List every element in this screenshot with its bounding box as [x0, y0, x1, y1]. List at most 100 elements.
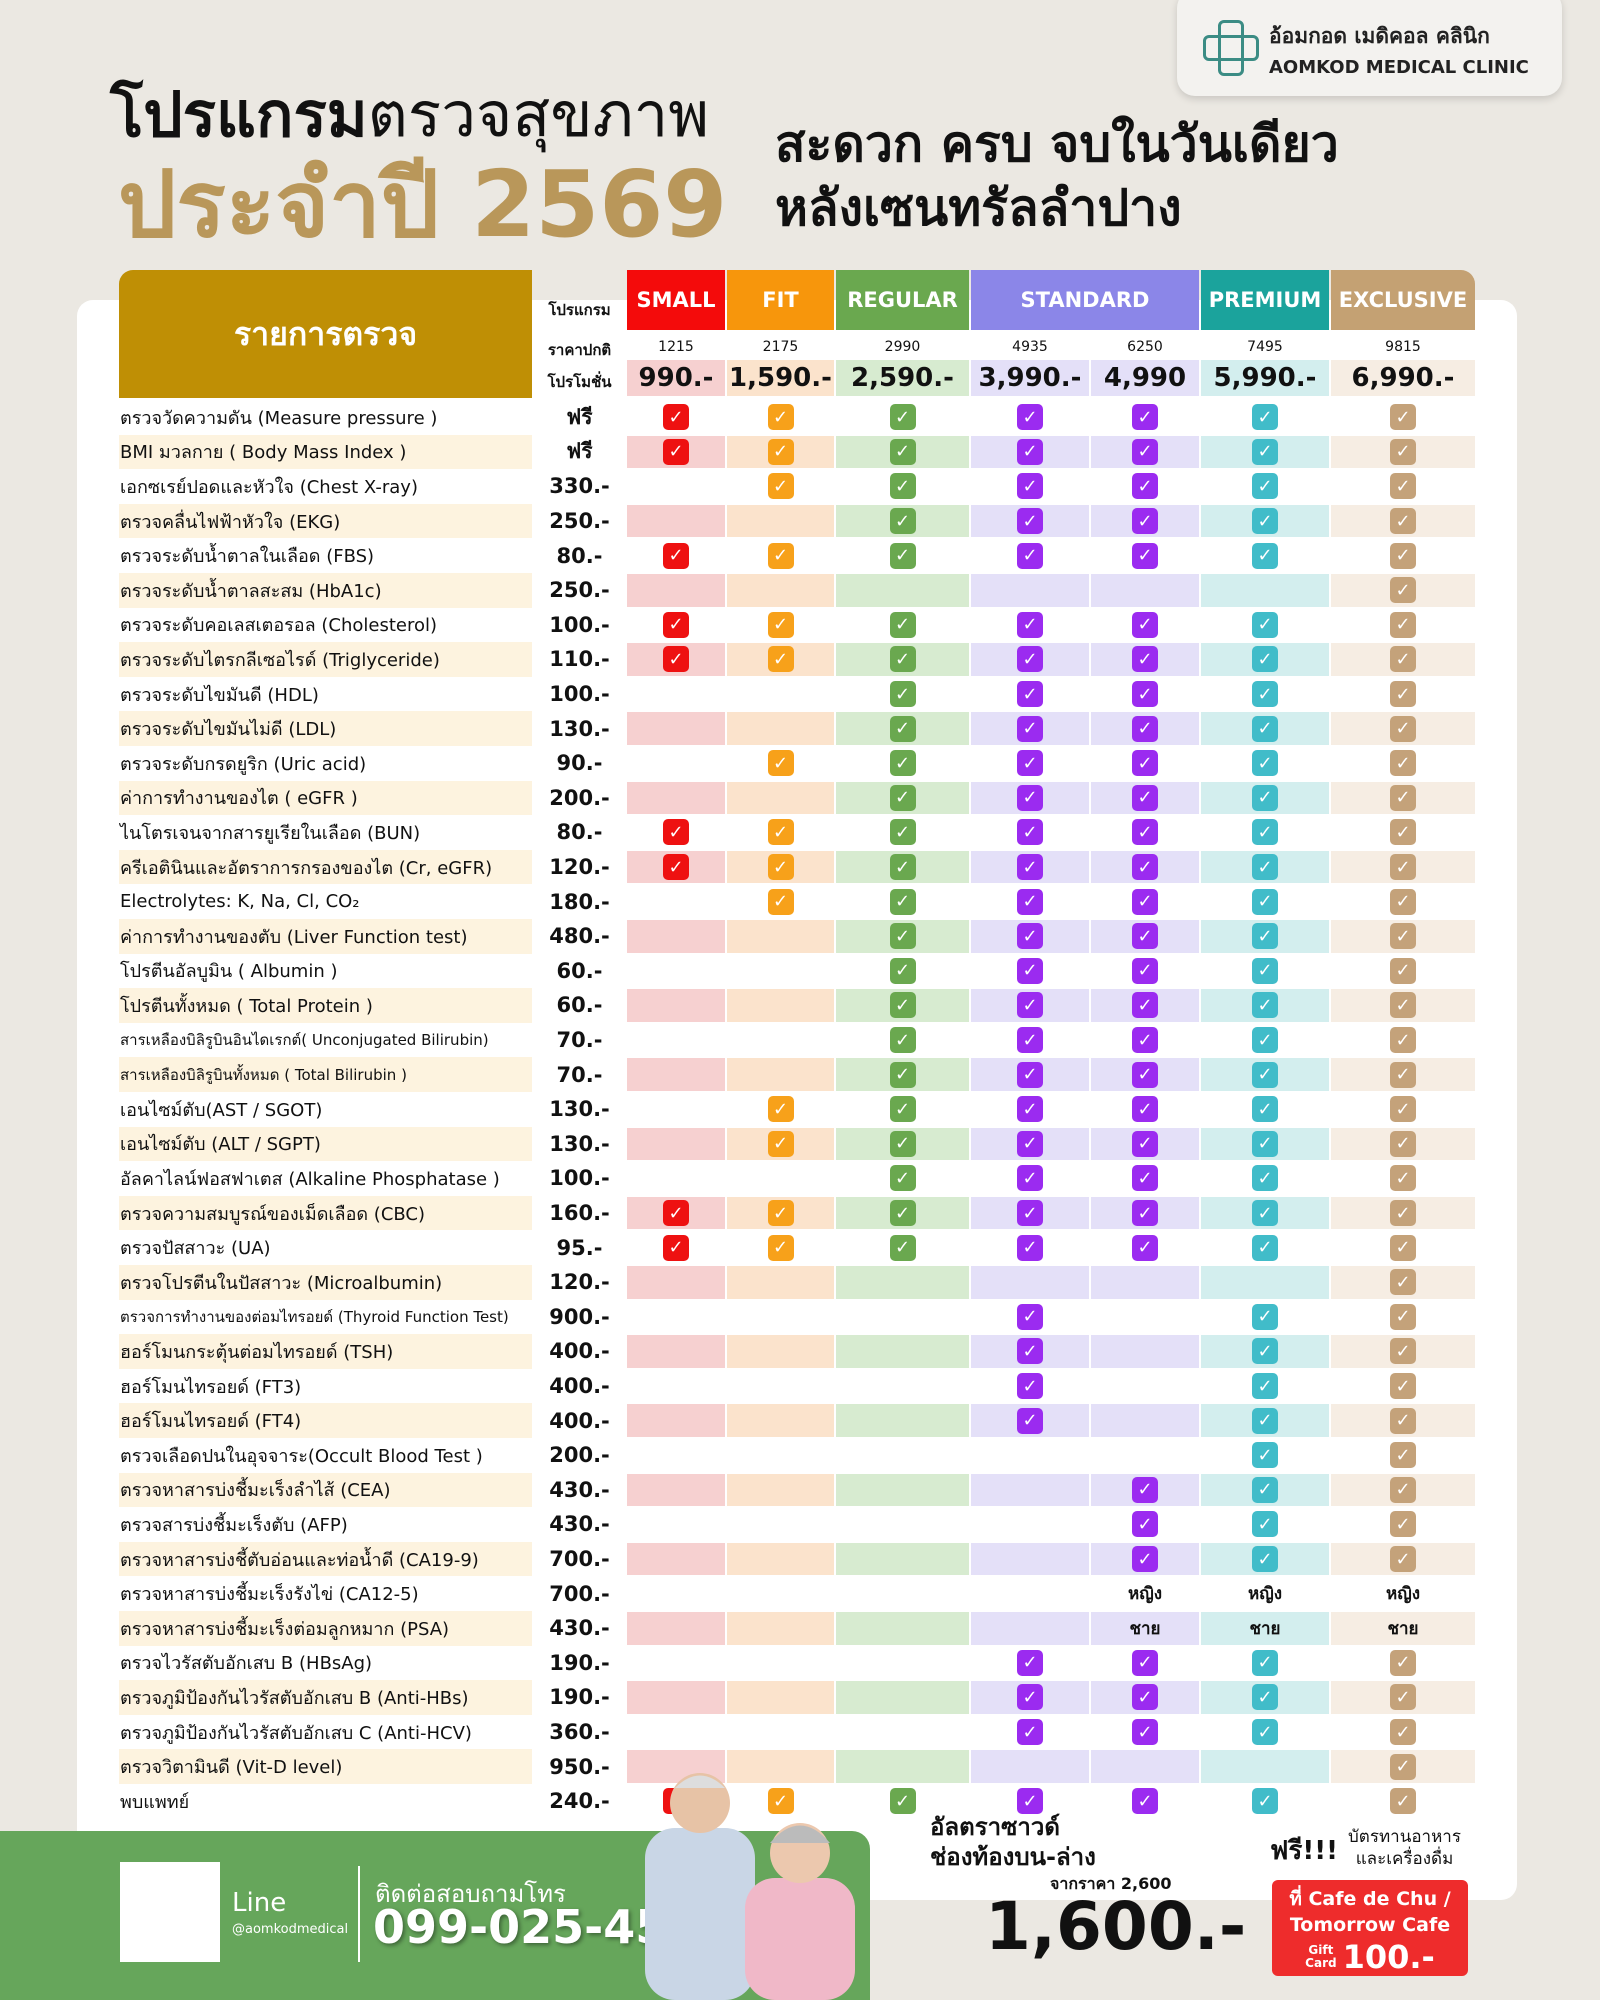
program-cell: ✓ [1091, 1647, 1199, 1680]
program-cell: ✓ [1201, 1647, 1329, 1680]
program-premium: PREMIUM [1201, 270, 1329, 330]
checkmark-icon: ✓ [1017, 1373, 1043, 1400]
checkmark-icon: ✓ [1132, 1546, 1158, 1573]
program-cell: ✓ [1091, 1196, 1199, 1230]
table-row: ตรวจระดับกรดยูริก (Uric acid) 90.- ✓ ✓ ✓ ✓ ✓ ✓ [119, 746, 1477, 781]
checkmark-icon: ✓ [1017, 542, 1043, 569]
checkmark-icon: ✓ [1132, 404, 1158, 431]
program-cell [727, 1024, 834, 1057]
checkmark-icon: ✓ [1252, 1511, 1278, 1538]
checkmark-icon: ✓ [1390, 542, 1416, 569]
medical-cross-icon [1203, 20, 1259, 76]
test-item-name: ครีเอตินินและอัตราการกรองของไต (Cr, eGFR… [119, 849, 532, 885]
table-row: ครีเอตินินและอัตราการกรองของไต (Cr, eGFR… [119, 849, 1477, 885]
program-cell: ✓ [1331, 989, 1475, 1022]
checkmark-icon: ✓ [767, 438, 794, 465]
male-only-label: ชาย [1249, 1618, 1281, 1639]
program-cell: ✓ [971, 609, 1089, 642]
checkmark-icon: ✓ [889, 819, 916, 846]
program-cell: ✓ [836, 816, 969, 849]
program-cell [1091, 1404, 1199, 1437]
checkmark-icon: ✓ [663, 854, 689, 881]
tagline: สะดวก ครบ จบในวันเดียว หลังเซนทรัลลำปาง [775, 112, 1339, 240]
item-header: รายการตรวจ [119, 270, 532, 398]
checkmark-icon: ✓ [767, 1096, 794, 1123]
program-cell: ✓ [836, 712, 969, 745]
checkmark-icon: ✓ [1017, 1719, 1043, 1746]
program-cell: ✓ [836, 920, 969, 953]
table-row: เอนไซม์ตับ(AST / SGOT) 130.- ✓ ✓ ✓ ✓ ✓ ✓ [119, 1092, 1477, 1127]
test-item-name: สารเหลืองบิลิรูบินอินไดเรกต์( Unconjugat… [120, 1031, 489, 1050]
program-standard: STANDARD [971, 270, 1199, 330]
test-item-name: ตรวจปัสสาวะ (UA) [120, 1238, 271, 1260]
program-cell: ✓ [1201, 1439, 1329, 1472]
program-cell: ✓ [1331, 1335, 1475, 1368]
program-cell: ✓ [1201, 1542, 1329, 1576]
ultrasound-original-price: จากราคา 2,600 [1050, 1874, 1172, 1893]
checkmark-icon: ✓ [1017, 1234, 1043, 1261]
checkmark-icon: ✓ [1132, 1027, 1158, 1054]
test-item-name: ตรวจหาสารบ่งชี้ตับอ่อนและท่อน้ำดี (CA19-… [119, 1541, 532, 1577]
promo-price: 3,990.- [971, 360, 1089, 396]
table-row: ฮอร์โมนไทรอยด์ (FT3) 400.- ✓ ✓ ✓ [119, 1368, 1477, 1404]
checkmark-icon: ✓ [1252, 1407, 1278, 1434]
checkmark-icon: ✓ [1132, 750, 1158, 777]
checkmark-icon: ✓ [1252, 923, 1278, 950]
program-cell [836, 1681, 969, 1714]
program-cell: ✓ [1201, 920, 1329, 953]
checkmark-icon: ✓ [1390, 1511, 1416, 1538]
program-cell [727, 920, 834, 953]
table-row: BMI มวลกาย ( Body Mass Index ) ฟรี ✓ ✓ ✓ ✓ ✓ ✓ ✓ [119, 434, 1477, 470]
program-cell: ✓ [1331, 781, 1475, 815]
line-id[interactable]: @aomkodmedical [232, 1922, 349, 1937]
program-cell [727, 1335, 834, 1368]
program-cell: ✓ [1331, 1473, 1475, 1507]
checkmark-icon: ✓ [889, 992, 916, 1019]
program-cell: ✓ [1201, 1058, 1329, 1091]
test-item-price: 80.- [532, 538, 627, 573]
program-cell [627, 1162, 725, 1195]
checkmark-icon: ✓ [1252, 473, 1278, 500]
checkmark-icon: ✓ [1390, 1027, 1416, 1054]
test-item-price: 200.- [532, 780, 627, 816]
test-item-price: 160.- [532, 1195, 627, 1231]
checkmark-icon: ✓ [1017, 992, 1043, 1019]
female-only-label: หญิง [1128, 1584, 1162, 1605]
program-cell: ✓ [1091, 1785, 1199, 1818]
program-cell: ✓ [1091, 1231, 1199, 1264]
table-row: ฮอร์โมนไทรอยด์ (FT4) 400.- ✓ ✓ ✓ [119, 1403, 1477, 1438]
test-item-price: 400.- [532, 1403, 627, 1438]
checkmark-icon: ✓ [1390, 819, 1416, 846]
table-row: ตรวจระดับคอเลสเตอรอล (Cholesterol) 100.- ✓… [119, 607, 1477, 643]
program-cell [627, 1266, 725, 1299]
checkmark-icon: ✓ [1390, 1061, 1416, 1088]
table-row: ตรวจการทำงานของต่อมไทรอยด์ (Thyroid Func… [119, 1299, 1477, 1335]
regular-price: 1215 [658, 339, 694, 355]
program-cell [836, 1647, 969, 1680]
program-cell: ✓ [1201, 1681, 1329, 1714]
program-cell: ✓ [836, 955, 969, 988]
line-qr-code[interactable] [120, 1862, 220, 1962]
program-cell: ✓ [1091, 1058, 1199, 1091]
program-cell: ✓ [727, 747, 834, 780]
checkmark-icon: ✓ [1017, 1200, 1043, 1227]
checkmark-icon: ✓ [889, 784, 916, 811]
test-item-name: ตรวจระดับคอเลสเตอรอล (Cholesterol) [120, 615, 438, 637]
program-cell: ✓ [1331, 1196, 1475, 1230]
program-cell: ชาย [1201, 1612, 1329, 1645]
checkmark-icon: ✓ [1252, 888, 1278, 915]
checkmark-icon: ✓ [1252, 1788, 1278, 1815]
table-row: ตรวจคลื่นไฟฟ้าหัวใจ (EKG) 250.- ✓ ✓ ✓ ✓ ✓ [119, 503, 1477, 539]
checkmark-icon: ✓ [1252, 957, 1278, 984]
program-cell: ✓ [1331, 1681, 1475, 1714]
checkmark-icon: ✓ [1252, 438, 1278, 465]
test-item-name: ค่าการทำงานของตับ (Liver Function test) [119, 919, 532, 954]
checkmark-icon: ✓ [1252, 1234, 1278, 1261]
program-cell: ✓ [1091, 609, 1199, 642]
program-cell: ✓ [1201, 643, 1329, 676]
clinic-name-en: AOMKOD MEDICAL CLINIC [1269, 57, 1529, 78]
program-cell: ✓ [1331, 401, 1475, 434]
program-cell [836, 1542, 969, 1576]
program-cell [627, 712, 725, 745]
program-cell: ✓ [1201, 1196, 1329, 1230]
